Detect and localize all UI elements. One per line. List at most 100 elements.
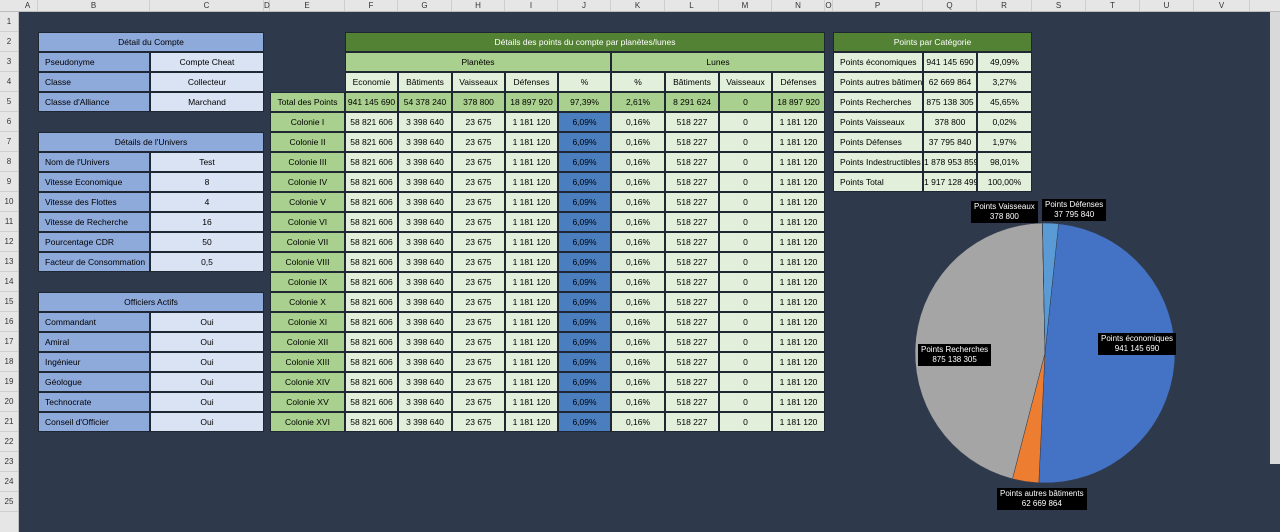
categorie-label[interactable]: Points économiques bbox=[833, 52, 923, 72]
column-header[interactable]: C bbox=[150, 0, 264, 11]
colony-value[interactable]: 0 bbox=[719, 212, 772, 232]
column-header[interactable]: T bbox=[1086, 0, 1140, 11]
categorie-value[interactable]: 1 917 128 499 bbox=[923, 172, 977, 192]
univers-label[interactable]: Vitesse Economique bbox=[38, 172, 150, 192]
colony-value[interactable]: 23 675 bbox=[452, 252, 505, 272]
univers-label[interactable]: Pourcentage CDR bbox=[38, 232, 150, 252]
colony-value[interactable]: 23 675 bbox=[452, 292, 505, 312]
details-col-header[interactable]: Défenses bbox=[772, 72, 825, 92]
colony-value[interactable]: 1 181 120 bbox=[505, 332, 558, 352]
colony-value[interactable]: 58 821 606 bbox=[345, 172, 398, 192]
planetes-header[interactable]: Planètes bbox=[345, 52, 611, 72]
colony-value[interactable]: 1 181 120 bbox=[772, 392, 825, 412]
column-header[interactable]: N bbox=[772, 0, 825, 11]
row-header[interactable]: 22 bbox=[0, 432, 18, 452]
row-header[interactable]: 20 bbox=[0, 392, 18, 412]
compte-title[interactable]: Détail du Compte bbox=[38, 32, 264, 52]
categorie-pct[interactable]: 45,65% bbox=[977, 92, 1032, 112]
column-header[interactable]: L bbox=[665, 0, 719, 11]
colony-value[interactable]: 3 398 640 bbox=[398, 132, 452, 152]
colony-label[interactable]: Colonie XIV bbox=[270, 372, 345, 392]
colony-value[interactable]: 518 227 bbox=[665, 372, 719, 392]
colony-value[interactable]: 23 675 bbox=[452, 372, 505, 392]
colony-value[interactable]: 1 181 120 bbox=[772, 212, 825, 232]
lunes-header[interactable]: Lunes bbox=[611, 52, 825, 72]
colony-value[interactable]: 6,09% bbox=[558, 232, 611, 252]
row-header[interactable]: 7 bbox=[0, 132, 18, 152]
row-header[interactable]: 24 bbox=[0, 472, 18, 492]
colony-value[interactable]: 58 821 606 bbox=[345, 352, 398, 372]
column-header[interactable]: K bbox=[611, 0, 665, 11]
colony-label[interactable]: Colonie VII bbox=[270, 232, 345, 252]
colony-value[interactable]: 518 227 bbox=[665, 272, 719, 292]
row-header[interactable]: 13 bbox=[0, 252, 18, 272]
colony-label[interactable]: Colonie V bbox=[270, 192, 345, 212]
colony-value[interactable]: 0 bbox=[719, 332, 772, 352]
colony-value[interactable]: 3 398 640 bbox=[398, 172, 452, 192]
colony-value[interactable]: 0 bbox=[719, 372, 772, 392]
univers-value[interactable]: 4 bbox=[150, 192, 264, 212]
univers-label[interactable]: Vitesse de Recherche bbox=[38, 212, 150, 232]
colony-value[interactable]: 518 227 bbox=[665, 192, 719, 212]
colony-value[interactable]: 0,16% bbox=[611, 132, 665, 152]
colony-value[interactable]: 58 821 606 bbox=[345, 392, 398, 412]
colony-value[interactable]: 6,09% bbox=[558, 372, 611, 392]
colony-value[interactable]: 1 181 120 bbox=[505, 212, 558, 232]
categorie-label[interactable]: Points Indestructibles bbox=[833, 152, 923, 172]
colony-value[interactable]: 518 227 bbox=[665, 352, 719, 372]
colony-value[interactable]: 6,09% bbox=[558, 352, 611, 372]
compte-value[interactable]: Collecteur bbox=[150, 72, 264, 92]
colony-value[interactable]: 58 821 606 bbox=[345, 312, 398, 332]
categorie-pct[interactable]: 3,27% bbox=[977, 72, 1032, 92]
column-header[interactable]: G bbox=[398, 0, 452, 11]
officier-value[interactable]: Oui bbox=[150, 332, 264, 352]
details-col-header[interactable]: Vaisseaux bbox=[452, 72, 505, 92]
categorie-value[interactable]: 378 800 bbox=[923, 112, 977, 132]
colony-value[interactable]: 518 227 bbox=[665, 292, 719, 312]
colony-value[interactable]: 0 bbox=[719, 352, 772, 372]
colony-value[interactable]: 1 181 120 bbox=[505, 272, 558, 292]
colony-value[interactable]: 1 181 120 bbox=[505, 412, 558, 432]
colony-value[interactable]: 23 675 bbox=[452, 392, 505, 412]
colony-value[interactable]: 0,16% bbox=[611, 412, 665, 432]
colony-value[interactable]: 58 821 606 bbox=[345, 332, 398, 352]
colony-value[interactable]: 23 675 bbox=[452, 212, 505, 232]
categorie-label[interactable]: Points Défenses bbox=[833, 132, 923, 152]
univers-value[interactable]: 8 bbox=[150, 172, 264, 192]
colony-value[interactable]: 3 398 640 bbox=[398, 312, 452, 332]
colony-value[interactable]: 58 821 606 bbox=[345, 292, 398, 312]
colony-value[interactable]: 1 181 120 bbox=[772, 132, 825, 152]
column-header[interactable]: Q bbox=[923, 0, 977, 11]
column-header[interactable]: P bbox=[833, 0, 923, 11]
colony-value[interactable]: 3 398 640 bbox=[398, 412, 452, 432]
colony-value[interactable]: 58 821 606 bbox=[345, 372, 398, 392]
colony-value[interactable]: 3 398 640 bbox=[398, 352, 452, 372]
total-value[interactable]: 54 378 240 bbox=[398, 92, 452, 112]
officier-label[interactable]: Amiral bbox=[38, 332, 150, 352]
colony-value[interactable]: 6,09% bbox=[558, 412, 611, 432]
colony-value[interactable]: 23 675 bbox=[452, 132, 505, 152]
colony-value[interactable]: 58 821 606 bbox=[345, 192, 398, 212]
colony-value[interactable]: 1 181 120 bbox=[505, 132, 558, 152]
colony-value[interactable]: 23 675 bbox=[452, 192, 505, 212]
categorie-label[interactable]: Points Vaisseaux bbox=[833, 112, 923, 132]
total-value[interactable]: 18 897 920 bbox=[505, 92, 558, 112]
colony-value[interactable]: 3 398 640 bbox=[398, 212, 452, 232]
officier-label[interactable]: Commandant bbox=[38, 312, 150, 332]
row-header[interactable]: 14 bbox=[0, 272, 18, 292]
colony-value[interactable]: 518 227 bbox=[665, 252, 719, 272]
colony-value[interactable]: 6,09% bbox=[558, 312, 611, 332]
colony-value[interactable]: 23 675 bbox=[452, 152, 505, 172]
row-header[interactable]: 6 bbox=[0, 112, 18, 132]
officier-label[interactable]: Géologue bbox=[38, 372, 150, 392]
colony-value[interactable]: 6,09% bbox=[558, 112, 611, 132]
colony-value[interactable]: 23 675 bbox=[452, 232, 505, 252]
colony-label[interactable]: Colonie XVI bbox=[270, 412, 345, 432]
colony-value[interactable]: 1 181 120 bbox=[772, 252, 825, 272]
colony-value[interactable]: 23 675 bbox=[452, 112, 505, 132]
colony-value[interactable]: 0 bbox=[719, 312, 772, 332]
officier-value[interactable]: Oui bbox=[150, 372, 264, 392]
colony-value[interactable]: 1 181 120 bbox=[505, 372, 558, 392]
total-value[interactable]: 8 291 624 bbox=[665, 92, 719, 112]
colony-label[interactable]: Colonie III bbox=[270, 152, 345, 172]
